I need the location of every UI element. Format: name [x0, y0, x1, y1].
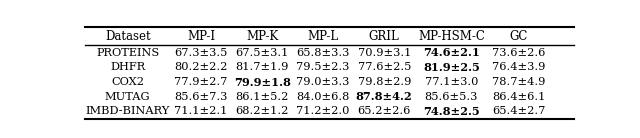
Text: 86.4±6.1: 86.4±6.1: [492, 92, 545, 102]
Text: 74.8±2.5: 74.8±2.5: [423, 106, 480, 117]
Text: 65.2±2.6: 65.2±2.6: [358, 106, 411, 116]
Text: 81.9±2.5: 81.9±2.5: [423, 62, 480, 73]
Text: 68.2±1.2: 68.2±1.2: [236, 106, 289, 116]
Text: 77.9±2.7: 77.9±2.7: [174, 77, 228, 87]
Text: DHFR: DHFR: [110, 62, 145, 72]
Text: Dataset: Dataset: [105, 30, 150, 43]
Text: COX2: COX2: [111, 77, 144, 87]
Text: 71.2±2.0: 71.2±2.0: [296, 106, 350, 116]
Text: 74.6±2.1: 74.6±2.1: [423, 47, 480, 58]
Text: 73.6±2.6: 73.6±2.6: [492, 48, 545, 58]
Text: MP-L: MP-L: [308, 30, 339, 43]
Text: 79.5±2.3: 79.5±2.3: [296, 62, 350, 72]
Text: 86.1±5.2: 86.1±5.2: [236, 92, 289, 102]
Text: GC: GC: [509, 30, 528, 43]
Text: 85.6±5.3: 85.6±5.3: [425, 92, 478, 102]
Text: 79.9±1.8: 79.9±1.8: [234, 76, 291, 87]
Text: MUTAG: MUTAG: [105, 92, 150, 102]
Text: 85.6±7.3: 85.6±7.3: [174, 92, 228, 102]
Text: 67.5±3.1: 67.5±3.1: [236, 48, 289, 58]
Text: MP-HSM-C: MP-HSM-C: [418, 30, 485, 43]
Text: MP-I: MP-I: [187, 30, 215, 43]
Text: 77.1±3.0: 77.1±3.0: [425, 77, 478, 87]
Text: 76.4±3.9: 76.4±3.9: [492, 62, 545, 72]
Text: 67.3±3.5: 67.3±3.5: [174, 48, 228, 58]
Text: 79.8±2.9: 79.8±2.9: [358, 77, 411, 87]
Text: 71.1±2.1: 71.1±2.1: [174, 106, 228, 116]
Text: 70.9±3.1: 70.9±3.1: [358, 48, 411, 58]
Text: 65.4±2.7: 65.4±2.7: [492, 106, 545, 116]
Text: 78.7±4.9: 78.7±4.9: [492, 77, 545, 87]
Text: MP-K: MP-K: [246, 30, 278, 43]
Text: PROTEINS: PROTEINS: [96, 48, 159, 58]
Text: IMBD-BINARY: IMBD-BINARY: [86, 106, 170, 116]
Text: 79.0±3.3: 79.0±3.3: [296, 77, 350, 87]
Text: 84.0±6.8: 84.0±6.8: [296, 92, 350, 102]
Text: 81.7±1.9: 81.7±1.9: [236, 62, 289, 72]
Text: 65.8±3.3: 65.8±3.3: [296, 48, 350, 58]
Text: 87.8±4.2: 87.8±4.2: [356, 91, 413, 102]
Text: GRIL: GRIL: [369, 30, 399, 43]
Text: 80.2±2.2: 80.2±2.2: [174, 62, 228, 72]
Text: 77.6±2.5: 77.6±2.5: [358, 62, 411, 72]
